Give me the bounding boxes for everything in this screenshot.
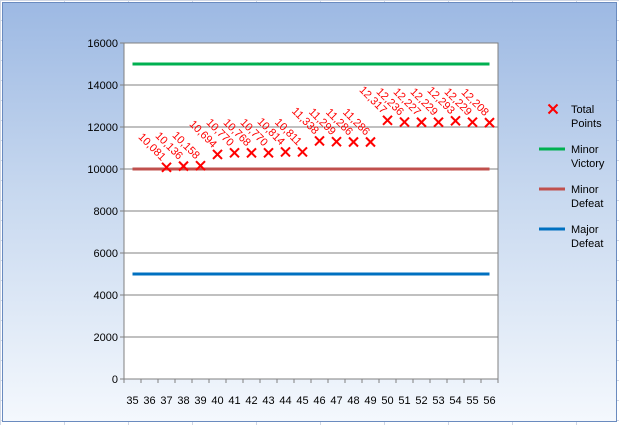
marker-stroke bbox=[348, 136, 359, 148]
total-points-marker bbox=[365, 136, 376, 148]
legend-label: Minor bbox=[571, 144, 599, 156]
x-tick-label: 48 bbox=[347, 395, 359, 407]
total-points-marker bbox=[331, 136, 342, 147]
x-tick-label: 41 bbox=[228, 395, 240, 407]
total-points-marker bbox=[484, 117, 495, 128]
y-tick-label: 16000 bbox=[87, 38, 118, 50]
x-tick-label: 37 bbox=[160, 395, 172, 407]
marker-stroke bbox=[399, 116, 410, 128]
x-tick-label: 51 bbox=[398, 395, 410, 407]
marker-stroke bbox=[246, 147, 257, 159]
marker-stroke bbox=[484, 117, 495, 128]
x-tick-label: 52 bbox=[415, 395, 427, 407]
total-points-marker bbox=[161, 162, 172, 173]
marker-stroke bbox=[365, 136, 376, 148]
marker-stroke bbox=[433, 116, 444, 128]
marker-stroke bbox=[297, 146, 308, 158]
x-tick-label: 35 bbox=[126, 395, 138, 407]
y-tick-label: 8000 bbox=[94, 206, 118, 218]
threshold-lines bbox=[132, 62, 490, 276]
x-tick-label: 53 bbox=[432, 395, 444, 407]
legend-item: Major Defeat bbox=[539, 224, 603, 250]
total-points-marker bbox=[433, 116, 444, 128]
legend-label: Minor bbox=[571, 184, 599, 196]
y-gridlines bbox=[124, 42, 498, 338]
y-tick-label: 12000 bbox=[87, 122, 118, 134]
x-tick-label: 49 bbox=[364, 395, 376, 407]
total-points-marker bbox=[212, 149, 223, 160]
marker-stroke bbox=[212, 149, 223, 160]
legend-label: Defeat bbox=[571, 238, 603, 250]
x-tick-label: 46 bbox=[313, 395, 325, 407]
x-tick-label: 56 bbox=[483, 395, 495, 407]
marker-stroke bbox=[314, 135, 325, 147]
y-tick-label: 2000 bbox=[94, 332, 118, 344]
marker-stroke bbox=[416, 117, 427, 128]
legend-item: Minor Defeat bbox=[539, 184, 603, 210]
x-tick-label: 38 bbox=[177, 395, 189, 407]
x-tick-label: 39 bbox=[194, 395, 206, 407]
x-tick-label: 50 bbox=[381, 395, 393, 407]
x-tick-label: 42 bbox=[245, 395, 257, 407]
total-points-marker bbox=[280, 146, 291, 158]
y-tick-label: 6000 bbox=[94, 248, 118, 260]
marker-stroke bbox=[161, 162, 172, 173]
x-tick-label: 44 bbox=[279, 395, 291, 407]
total-points-marker bbox=[348, 136, 359, 148]
legend-label: Points bbox=[571, 118, 602, 130]
x-tick-label: 45 bbox=[296, 395, 308, 407]
marker-stroke bbox=[195, 160, 206, 171]
total-points-markers bbox=[161, 115, 495, 173]
y-tick-label: 4000 bbox=[94, 290, 118, 302]
total-points-marker bbox=[229, 147, 240, 159]
chart-svg: 0 2000 4000 6000 8000 10000 12000 14000 16000 35 3… bbox=[87, 38, 605, 407]
axes: 0 2000 4000 6000 8000 10000 12000 14000 16000 35 3… bbox=[87, 38, 499, 407]
total-points-marker bbox=[399, 116, 410, 128]
x-tick-label: 47 bbox=[330, 395, 342, 407]
total-points-marker bbox=[382, 115, 393, 126]
total-points-marker bbox=[178, 160, 189, 172]
y-tick-label: 14000 bbox=[87, 80, 118, 92]
legend: Total Points Minor Victory Minor Defeat Major D… bbox=[539, 103, 605, 250]
legend-label: Major bbox=[571, 224, 599, 236]
x-tick-label: 43 bbox=[262, 395, 274, 407]
marker-stroke bbox=[450, 115, 461, 127]
x-tick-label: 40 bbox=[211, 395, 223, 407]
total-points-marker bbox=[416, 117, 427, 128]
marker-stroke bbox=[382, 115, 393, 126]
legend-label: Defeat bbox=[571, 198, 603, 210]
marker-stroke bbox=[280, 146, 291, 158]
legend-item: Total Points bbox=[547, 103, 602, 130]
legend-item: Minor Victory bbox=[539, 144, 605, 170]
x-tick-label: 36 bbox=[143, 395, 155, 407]
total-points-marker bbox=[450, 115, 461, 127]
marker-stroke bbox=[229, 147, 240, 159]
x-tick-label: 55 bbox=[466, 395, 478, 407]
total-points-marker bbox=[297, 146, 308, 158]
marker-stroke bbox=[331, 136, 342, 147]
marker-stroke bbox=[178, 160, 189, 172]
y-tick-label: 0 bbox=[112, 374, 118, 386]
total-points-marker bbox=[263, 147, 274, 159]
y-tick-label: 10000 bbox=[87, 164, 118, 176]
marker-stroke bbox=[467, 116, 478, 128]
x-tick-label: 54 bbox=[449, 395, 461, 407]
total-points-marker bbox=[246, 147, 257, 159]
total-points-marker bbox=[195, 160, 206, 171]
legend-marker bbox=[547, 103, 559, 115]
marker-stroke bbox=[263, 147, 274, 159]
total-points-marker bbox=[467, 116, 478, 128]
total-points-marker bbox=[314, 135, 325, 147]
legend-label: Total bbox=[571, 104, 594, 116]
legend-label: Victory bbox=[571, 158, 605, 170]
